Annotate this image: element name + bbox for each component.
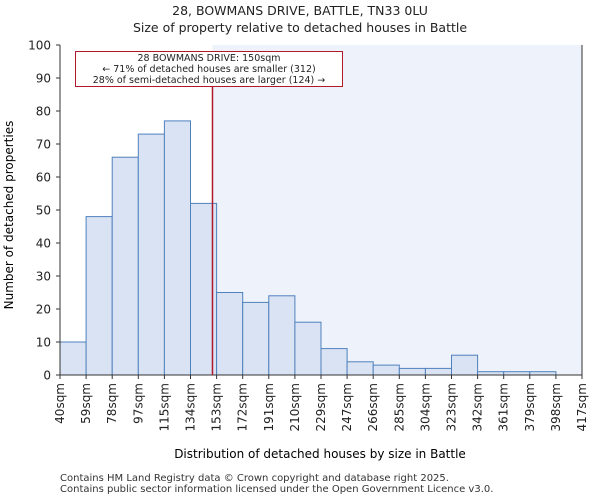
annotation-line-1: 28 BOWMANS DRIVE: 150sqm [137, 53, 281, 64]
y-tick-label: 0 [43, 369, 51, 383]
x-tick-label: 342sqm [471, 383, 485, 431]
y-tick-label: 50 [36, 204, 51, 218]
y-tick-label: 90 [36, 72, 51, 86]
x-tick-label: 398sqm [549, 383, 563, 431]
histogram-bar [137, 133, 165, 376]
histogram-bar [163, 120, 191, 376]
x-tick-label: 304sqm [418, 383, 432, 431]
y-tick-label: 80 [36, 105, 51, 119]
y-tick-label: 10 [36, 336, 51, 350]
chart-title: 28, BOWMANS DRIVE, BATTLE, TN33 0LU [172, 3, 428, 18]
annotation-line-3: 28% of semi-detached houses are larger (… [92, 75, 326, 86]
x-tick-label: 115sqm [157, 383, 171, 431]
x-tick-label: 153sqm [210, 383, 224, 431]
x-tick-label: 40sqm [53, 383, 67, 424]
annotation-line-2: ← 71% of detached houses are smaller (31… [102, 64, 316, 75]
y-axis-label: Number of detached properties [2, 121, 16, 310]
histogram-bar [424, 367, 452, 376]
histogram-bar [242, 301, 270, 376]
x-tick-label: 210sqm [288, 383, 302, 431]
histogram-bar [59, 341, 87, 376]
x-axis-label: Distribution of detached houses by size … [174, 447, 466, 461]
x-tick-label: 59sqm [79, 383, 93, 424]
histogram-bar [451, 354, 479, 376]
y-tick-label: 60 [36, 171, 51, 185]
histogram-bar [398, 367, 426, 376]
histogram-bar [372, 364, 400, 376]
x-tick-label: 247sqm [340, 383, 354, 431]
y-tick-label: 40 [36, 237, 51, 251]
x-tick-label: 285sqm [392, 383, 406, 431]
x-tick-label: 97sqm [131, 383, 145, 424]
x-tick-label: 323sqm [445, 383, 459, 431]
x-tick-label: 191sqm [262, 383, 276, 431]
y-tick-label: 100 [28, 39, 51, 53]
x-tick-label: 134sqm [184, 383, 198, 431]
histogram-bar [346, 361, 374, 376]
histogram-bar [320, 348, 348, 376]
y-tick-label: 30 [36, 270, 51, 284]
histogram-bar [216, 292, 244, 376]
histogram-bar [111, 156, 139, 376]
x-tick-label: 78sqm [105, 383, 119, 424]
footer-line-2: Contains public sector information licen… [60, 484, 494, 495]
histogram-bar [294, 321, 322, 376]
annotation-box: 28 BOWMANS DRIVE: 150sqm ← 71% of detach… [75, 51, 343, 87]
histogram-bar [85, 216, 113, 376]
x-tick-label: 361sqm [497, 383, 511, 431]
x-tick-label: 266sqm [366, 383, 380, 431]
x-tick-label: 379sqm [523, 383, 537, 431]
y-tick-label: 70 [36, 138, 51, 152]
y-tick-label: 20 [36, 303, 51, 317]
x-tick-label: 172sqm [236, 383, 250, 431]
histogram-bar [268, 295, 296, 376]
chart-subtitle: Size of property relative to detached ho… [132, 20, 468, 35]
footer-line-1: Contains HM Land Registry data © Crown c… [60, 473, 449, 484]
x-tick-label: 417sqm [575, 383, 589, 431]
x-tick-label: 229sqm [314, 383, 328, 431]
